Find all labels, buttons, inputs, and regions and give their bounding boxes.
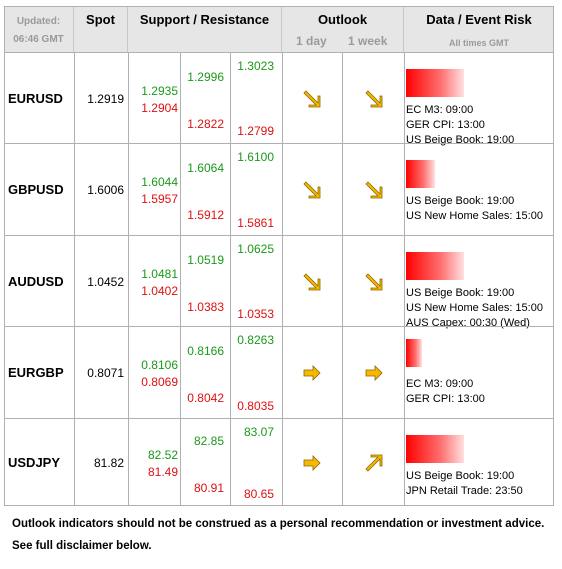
support-resistance-2-high: 82.85 — [193, 434, 224, 448]
outlook-header: Outlook 1 day 1 week — [282, 6, 404, 52]
col-divider — [404, 52, 405, 506]
event-item: GER CPI: 13:00 — [406, 119, 485, 131]
event-risk-header: Data / Event Risk All times GMT — [404, 6, 554, 52]
event-risk-bar — [406, 435, 464, 463]
col-divider — [230, 52, 231, 506]
support-resistance-1-low: 81.49 — [147, 465, 178, 479]
event-risk-bar — [406, 339, 422, 367]
pair-name: EURUSD — [8, 91, 63, 106]
support-resistance-2-low: 0.8042 — [187, 391, 224, 405]
outlook-1day-right-arrow-icon — [303, 455, 321, 471]
outlook-1day-label: 1 day — [296, 34, 327, 48]
pair-name: USDJPY — [8, 455, 61, 470]
table-row: AUDUSD 1.0452 1.0481 1.0402 1.0519 1.0383 1.06… — [4, 235, 554, 329]
support-resistance-1-low: 1.0402 — [141, 284, 178, 298]
support-resistance-3-low: 1.2799 — [237, 124, 274, 138]
support-resistance-3-low: 1.0353 — [237, 307, 274, 321]
event-tz-label: All times GMT — [448, 38, 509, 48]
event-item: JPN Retail Trade: 23:50 — [406, 485, 523, 497]
outlook-1day-right-arrow-icon — [303, 365, 321, 381]
outlook-1day-down-right-arrow-icon — [303, 90, 321, 108]
event-item: US New Home Sales: 15:00 — [406, 302, 543, 314]
support-resistance-2-high: 1.2996 — [187, 70, 224, 84]
support-resistance-3-high: 0.8263 — [237, 333, 274, 347]
event-risk-label: Data / Event Risk — [426, 12, 532, 27]
spot-header: Spot — [74, 6, 128, 52]
spot-value: 81.82 — [93, 456, 124, 470]
col-divider — [342, 52, 343, 506]
event-item: US New Home Sales: 15:00 — [406, 210, 543, 222]
support-resistance-2-low: 1.0383 — [187, 300, 224, 314]
support-resistance-header: Support / Resistance — [128, 6, 282, 52]
support-resistance-3-low: 80.65 — [243, 487, 274, 501]
support-resistance-3-high: 1.0625 — [237, 242, 274, 256]
spot-value: 1.0452 — [87, 275, 124, 289]
support-resistance-1-high: 1.6044 — [141, 175, 178, 189]
event-risk-bar — [406, 160, 435, 188]
event-item: EC M3: 09:00 — [406, 104, 474, 116]
support-resistance-3-low: 0.8035 — [237, 399, 274, 413]
support-resistance-1-high: 82.52 — [147, 448, 178, 462]
outlook-1day-down-right-arrow-icon — [303, 273, 321, 291]
support-resistance-label: Support / Resistance — [139, 12, 270, 27]
event-item: EC M3: 09:00 — [406, 378, 474, 390]
spot-header-label: Spot — [86, 12, 115, 27]
support-resistance-1-low: 1.5957 — [141, 192, 178, 206]
table-row: EURGBP 0.8071 0.8106 0.8069 0.8166 0.8042 0.82… — [4, 326, 554, 418]
outlook-1week-down-right-arrow-icon — [365, 273, 383, 291]
event-item: GER CPI: 13:00 — [406, 393, 485, 405]
event-item: US Beige Book: 19:00 — [406, 470, 515, 482]
support-resistance-2-high: 1.6064 — [187, 161, 224, 175]
support-resistance-1-high: 0.8106 — [141, 358, 178, 372]
event-risk-bar — [406, 69, 464, 97]
col-divider — [74, 52, 75, 506]
support-resistance-2-high: 1.0519 — [187, 253, 224, 267]
support-resistance-3-high: 1.6100 — [237, 150, 274, 164]
outlook-1day-down-right-arrow-icon — [303, 181, 321, 199]
support-resistance-2-low: 80.91 — [193, 481, 224, 495]
spot-value: 0.8071 — [87, 366, 124, 380]
support-resistance-1-high: 1.2935 — [141, 84, 178, 98]
support-resistance-1-low: 1.2904 — [141, 101, 178, 115]
support-resistance-2-low: 1.5912 — [187, 208, 224, 222]
pair-name: EURGBP — [8, 365, 64, 380]
col-divider — [282, 52, 283, 506]
support-resistance-3-high: 1.3023 — [237, 59, 274, 73]
fx-outlook-table: Updated: 06:46 GMT Spot Support / Resist… — [4, 6, 554, 506]
disclaimer-line-2: See full disclaimer below. — [12, 540, 152, 552]
pair-name: GBPUSD — [8, 182, 64, 197]
disclaimer-line-1: Outlook indicators should not be constru… — [12, 518, 545, 530]
spot-value: 1.6006 — [87, 183, 124, 197]
support-resistance-1-high: 1.0481 — [141, 267, 178, 281]
outlook-1week-up-right-arrow-icon — [365, 454, 383, 472]
support-resistance-2-high: 0.8166 — [187, 344, 224, 358]
event-item: US Beige Book: 19:00 — [406, 195, 515, 207]
col-divider — [128, 52, 129, 506]
outlook-1week-label: 1 week — [348, 34, 388, 48]
outlook-1week-down-right-arrow-icon — [365, 181, 383, 199]
support-resistance-3-high: 83.07 — [243, 425, 274, 439]
table-row: EURUSD 1.2919 1.2935 1.2904 1.2996 1.2822 1.30… — [4, 52, 554, 146]
event-item: US Beige Book: 19:00 — [406, 287, 515, 299]
support-resistance-3-low: 1.5861 — [237, 216, 274, 230]
updated-label: Updated: — [16, 16, 61, 27]
support-resistance-1-low: 0.8069 — [141, 375, 178, 389]
spot-value: 1.2919 — [87, 92, 124, 106]
table-row: USDJPY 81.82 82.52 81.49 82.85 80.91 83.07 80.6… — [4, 418, 554, 506]
outlook-label: Outlook — [317, 12, 368, 27]
outlook-1week-right-arrow-icon — [365, 365, 383, 381]
updated-header: Updated: 06:46 GMT — [4, 6, 74, 52]
support-resistance-2-low: 1.2822 — [187, 117, 224, 131]
table-row: GBPUSD 1.6006 1.6044 1.5957 1.6064 1.5912 1.61… — [4, 143, 554, 235]
pair-name: AUDUSD — [8, 274, 64, 289]
col-divider — [180, 52, 181, 506]
event-risk-bar — [406, 252, 464, 280]
updated-time: 06:46 GMT — [13, 34, 64, 45]
outlook-1week-down-right-arrow-icon — [365, 90, 383, 108]
